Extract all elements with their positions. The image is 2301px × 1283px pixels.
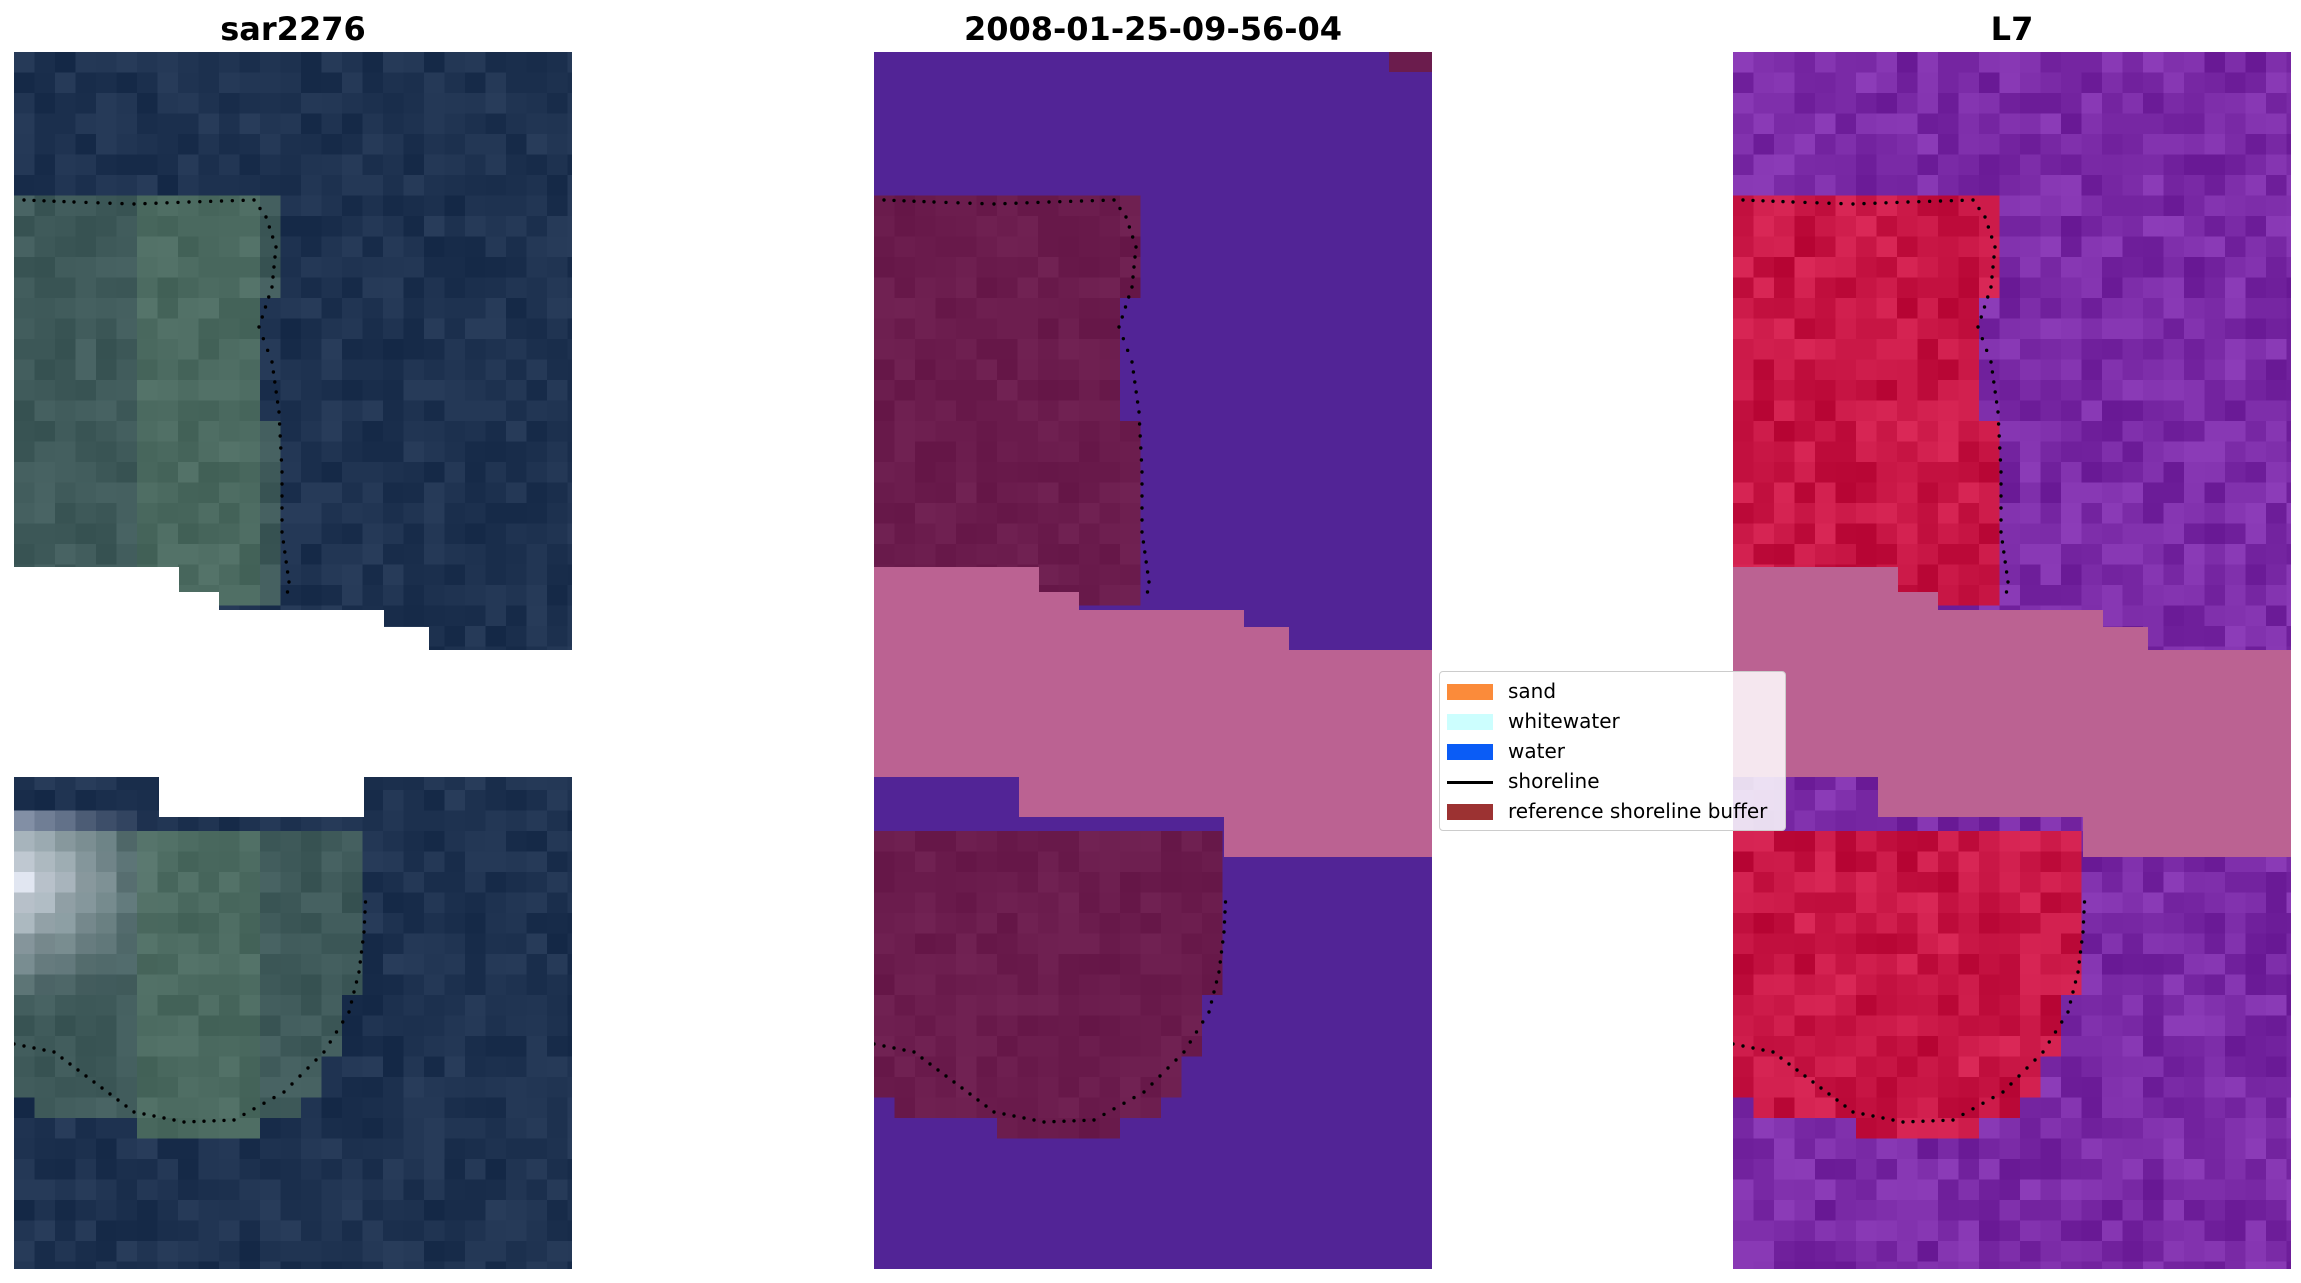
panel-title-index: L7	[1990, 10, 2034, 48]
classified-image	[874, 52, 1432, 1269]
legend-swatch-reference-buffer	[1447, 804, 1493, 820]
legend: sand whitewater water shoreline referenc…	[1439, 671, 1786, 831]
panel-title-classified: 2008-01-25-09-56-04	[963, 10, 1343, 48]
legend-label-shoreline: shoreline	[1508, 769, 1600, 793]
legend-label-reference-buffer: reference shoreline buffer	[1508, 799, 1768, 823]
legend-item-shoreline: shoreline	[1440, 766, 1785, 796]
legend-line-shoreline	[1447, 781, 1493, 784]
legend-label-sand: sand	[1508, 679, 1557, 703]
index-image-panel	[1733, 52, 2291, 1269]
legend-label-water: water	[1508, 739, 1565, 763]
rgb-image-panel	[14, 52, 572, 1269]
legend-swatch-sand	[1447, 684, 1493, 700]
legend-swatch-whitewater	[1447, 714, 1493, 730]
classified-image-panel	[874, 52, 1432, 1269]
legend-item-whitewater: whitewater	[1440, 706, 1785, 736]
legend-item-reference-buffer: reference shoreline buffer	[1440, 796, 1785, 826]
index-image	[1733, 52, 2291, 1269]
panel-title-rgb: sar2276	[220, 10, 366, 48]
rgb-satellite-image	[14, 52, 572, 1269]
legend-item-sand: sand	[1440, 676, 1785, 706]
legend-item-water: water	[1440, 736, 1785, 766]
legend-label-whitewater: whitewater	[1508, 709, 1620, 733]
legend-swatch-water	[1447, 744, 1493, 760]
